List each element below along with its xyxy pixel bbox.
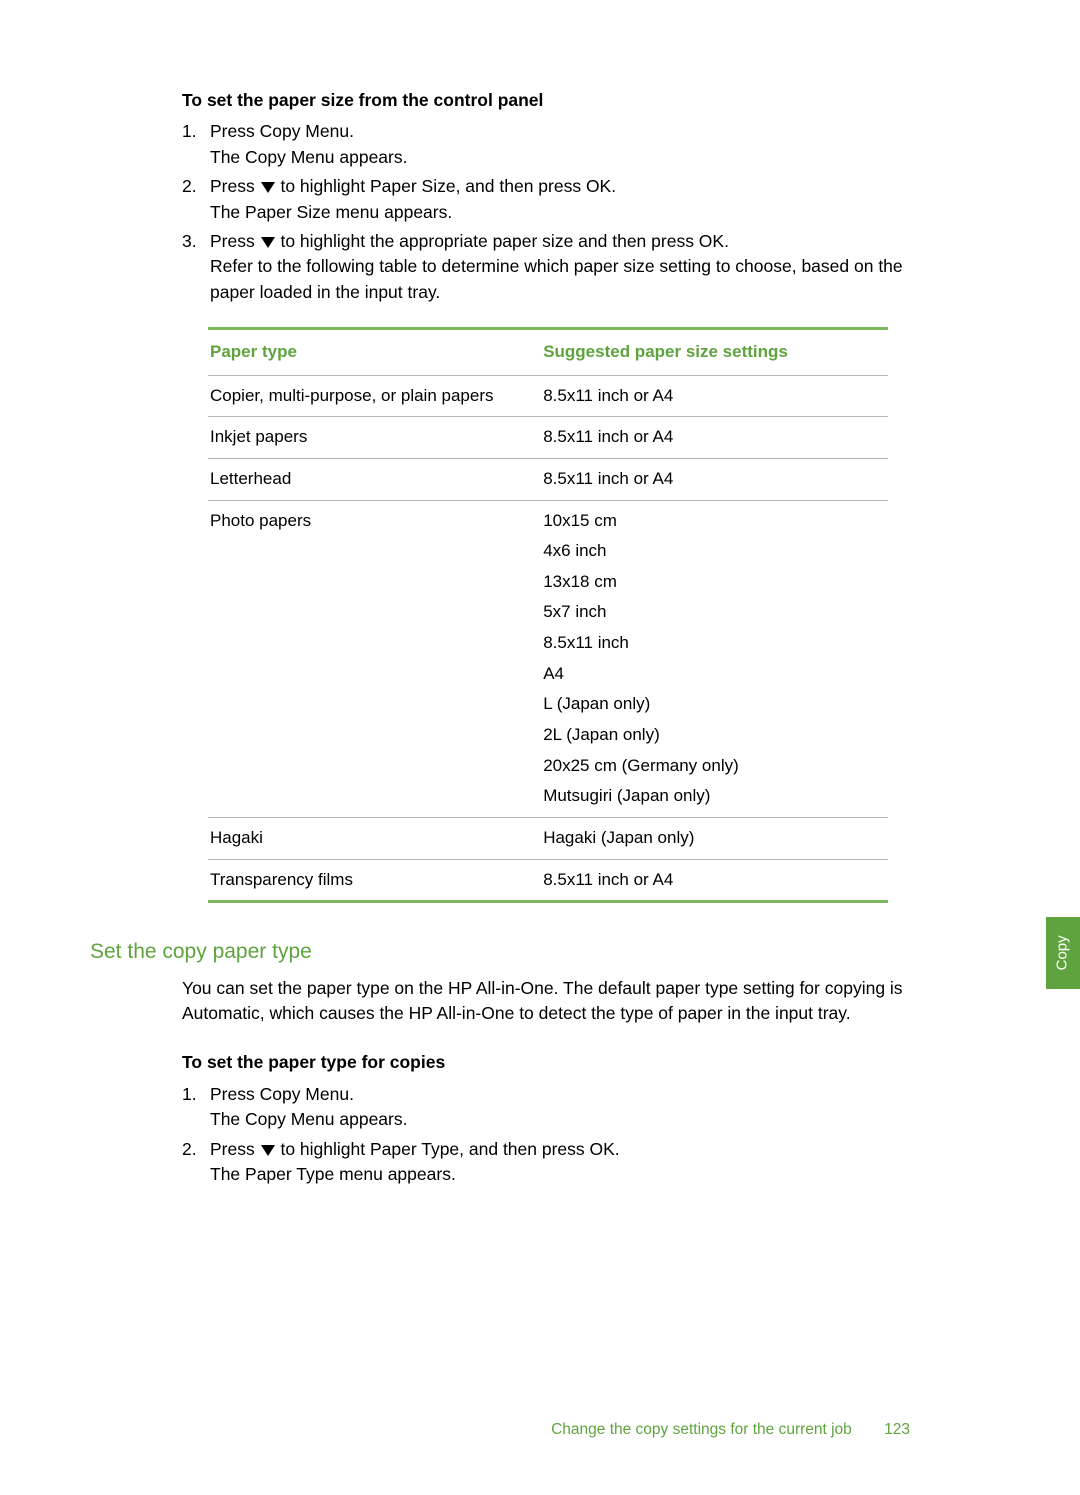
paper-setting-cell: Hagaki (Japan only) [541,817,888,859]
step-text: Press Copy Menu. [210,1082,910,1107]
table-header: Suggested paper size settings [541,329,888,376]
step-text: Refer to the following table to determin… [210,254,910,305]
paper-type-cell: Letterhead [208,458,541,500]
footer: Change the copy settings for the current… [551,1419,910,1441]
step-text: The Copy Menu appears. [210,1107,910,1132]
paper-type-cell: Copier, multi-purpose, or plain papers [208,375,541,417]
footer-text: Change the copy settings for the current… [551,1421,852,1438]
step-number: 1. [182,119,210,170]
table-row: Transparency films8.5x11 inch or A4 [208,859,888,902]
paper-type-cell: Hagaki [208,817,541,859]
step-text: to highlight the appropriate paper size … [276,231,729,251]
paper-setting-cell: 8.5x11 inch or A4 [541,375,888,417]
step-text: Press [210,231,260,251]
set-paper-type-steps: 1. Press Copy Menu. The Copy Menu appear… [182,1082,910,1188]
set-paper-type-intro: You can set the paper type on the HP All… [182,976,910,1027]
table-row: HagakiHagaki (Japan only) [208,817,888,859]
step-text: The Paper Type menu appears. [210,1162,910,1187]
paper-size-table: Paper type Suggested paper size settings… [208,327,888,903]
table-row: Letterhead8.5x11 inch or A4 [208,458,888,500]
step-text: to highlight Paper Size, and then press … [276,176,616,196]
step-text: Press [210,1139,260,1159]
side-tab-copy: Copy [1046,917,1080,989]
paper-setting-cell: 8.5x11 inch or A4 [541,417,888,459]
set-paper-size-title: To set the paper size from the control p… [182,88,910,113]
paper-setting-cell: 8.5x11 inch or A4 [541,859,888,902]
set-paper-size-steps: 1. Press Copy Menu. The Copy Menu appear… [182,119,910,305]
table-row: Photo papers10x15 cm4x6 inch13x18 cm5x7 … [208,500,888,817]
table-row: Copier, multi-purpose, or plain papers8.… [208,375,888,417]
set-paper-type-subtitle: To set the paper type for copies [182,1050,910,1075]
down-arrow-icon [261,237,275,248]
step-text: Press Copy Menu. [210,119,910,144]
paper-type-cell: Inkjet papers [208,417,541,459]
down-arrow-icon [261,182,275,193]
down-arrow-icon [261,1145,275,1156]
step-number: 2. [182,174,210,225]
footer-page: 123 [884,1421,910,1438]
step-number: 3. [182,229,210,305]
paper-type-cell: Photo papers [208,500,541,817]
step-text: The Copy Menu appears. [210,145,910,170]
step-number: 2. [182,1137,210,1188]
table-header: Paper type [208,329,541,376]
step-text: to highlight Paper Type, and then press … [276,1139,620,1159]
step-number: 1. [182,1082,210,1133]
paper-setting-cell: 8.5x11 inch or A4 [541,458,888,500]
paper-type-cell: Transparency films [208,859,541,902]
table-row: Inkjet papers8.5x11 inch or A4 [208,417,888,459]
paper-setting-cell: 10x15 cm4x6 inch13x18 cm5x7 inch8.5x11 i… [541,500,888,817]
step-text: Press [210,176,260,196]
set-paper-type-heading: Set the copy paper type [90,937,910,967]
step-text: The Paper Size menu appears. [210,200,910,225]
